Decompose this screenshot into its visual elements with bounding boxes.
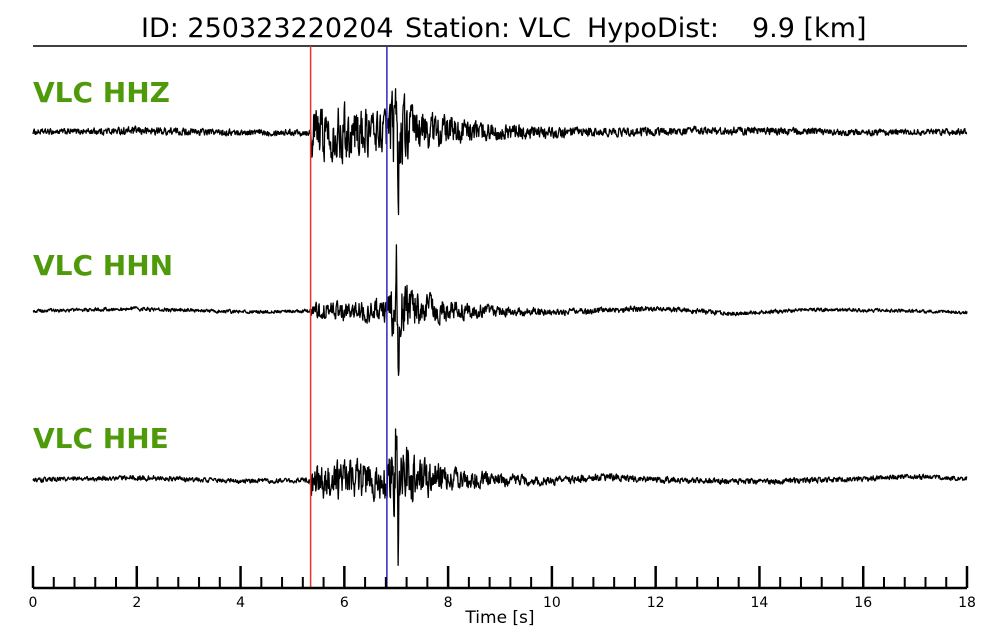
x-tick-label: 10 [543, 595, 561, 611]
channel-label-hhn: VLC HHN [33, 249, 173, 282]
waveform-traces [32, 88, 968, 566]
channel-label-hhe: VLC HHE [33, 422, 169, 455]
event-id-text: ID: 250323220204 [141, 13, 394, 44]
phase-picks [309, 46, 388, 588]
trace-hhn [32, 244, 968, 376]
station-text: Station: VLC [405, 13, 571, 44]
trace-hhe [32, 428, 968, 566]
figure-title: ID: 250323220204 Station: VLC HypoDist: … [141, 13, 867, 44]
x-axis: 0 2 4 6 8 10 12 14 16 18 [29, 566, 976, 611]
x-tick-label: 12 [647, 595, 665, 611]
x-tick-label: 6 [340, 595, 349, 611]
x-tick-label: 0 [29, 595, 38, 611]
trace-hhz [32, 88, 968, 216]
x-axis-label: Time [s] [464, 608, 534, 628]
x-tick-label: 18 [958, 595, 976, 611]
x-tick-label: 4 [236, 595, 245, 611]
channel-label-hhz: VLC HHZ [33, 76, 170, 109]
x-tick-label: 2 [132, 595, 141, 611]
x-tick-label: 16 [854, 595, 872, 611]
x-tick-label: 14 [751, 595, 769, 611]
hypodist-value: 9.9 [km] [752, 13, 867, 44]
x-tick-label: 8 [444, 595, 453, 611]
hypodist-label: HypoDist: [587, 13, 719, 44]
